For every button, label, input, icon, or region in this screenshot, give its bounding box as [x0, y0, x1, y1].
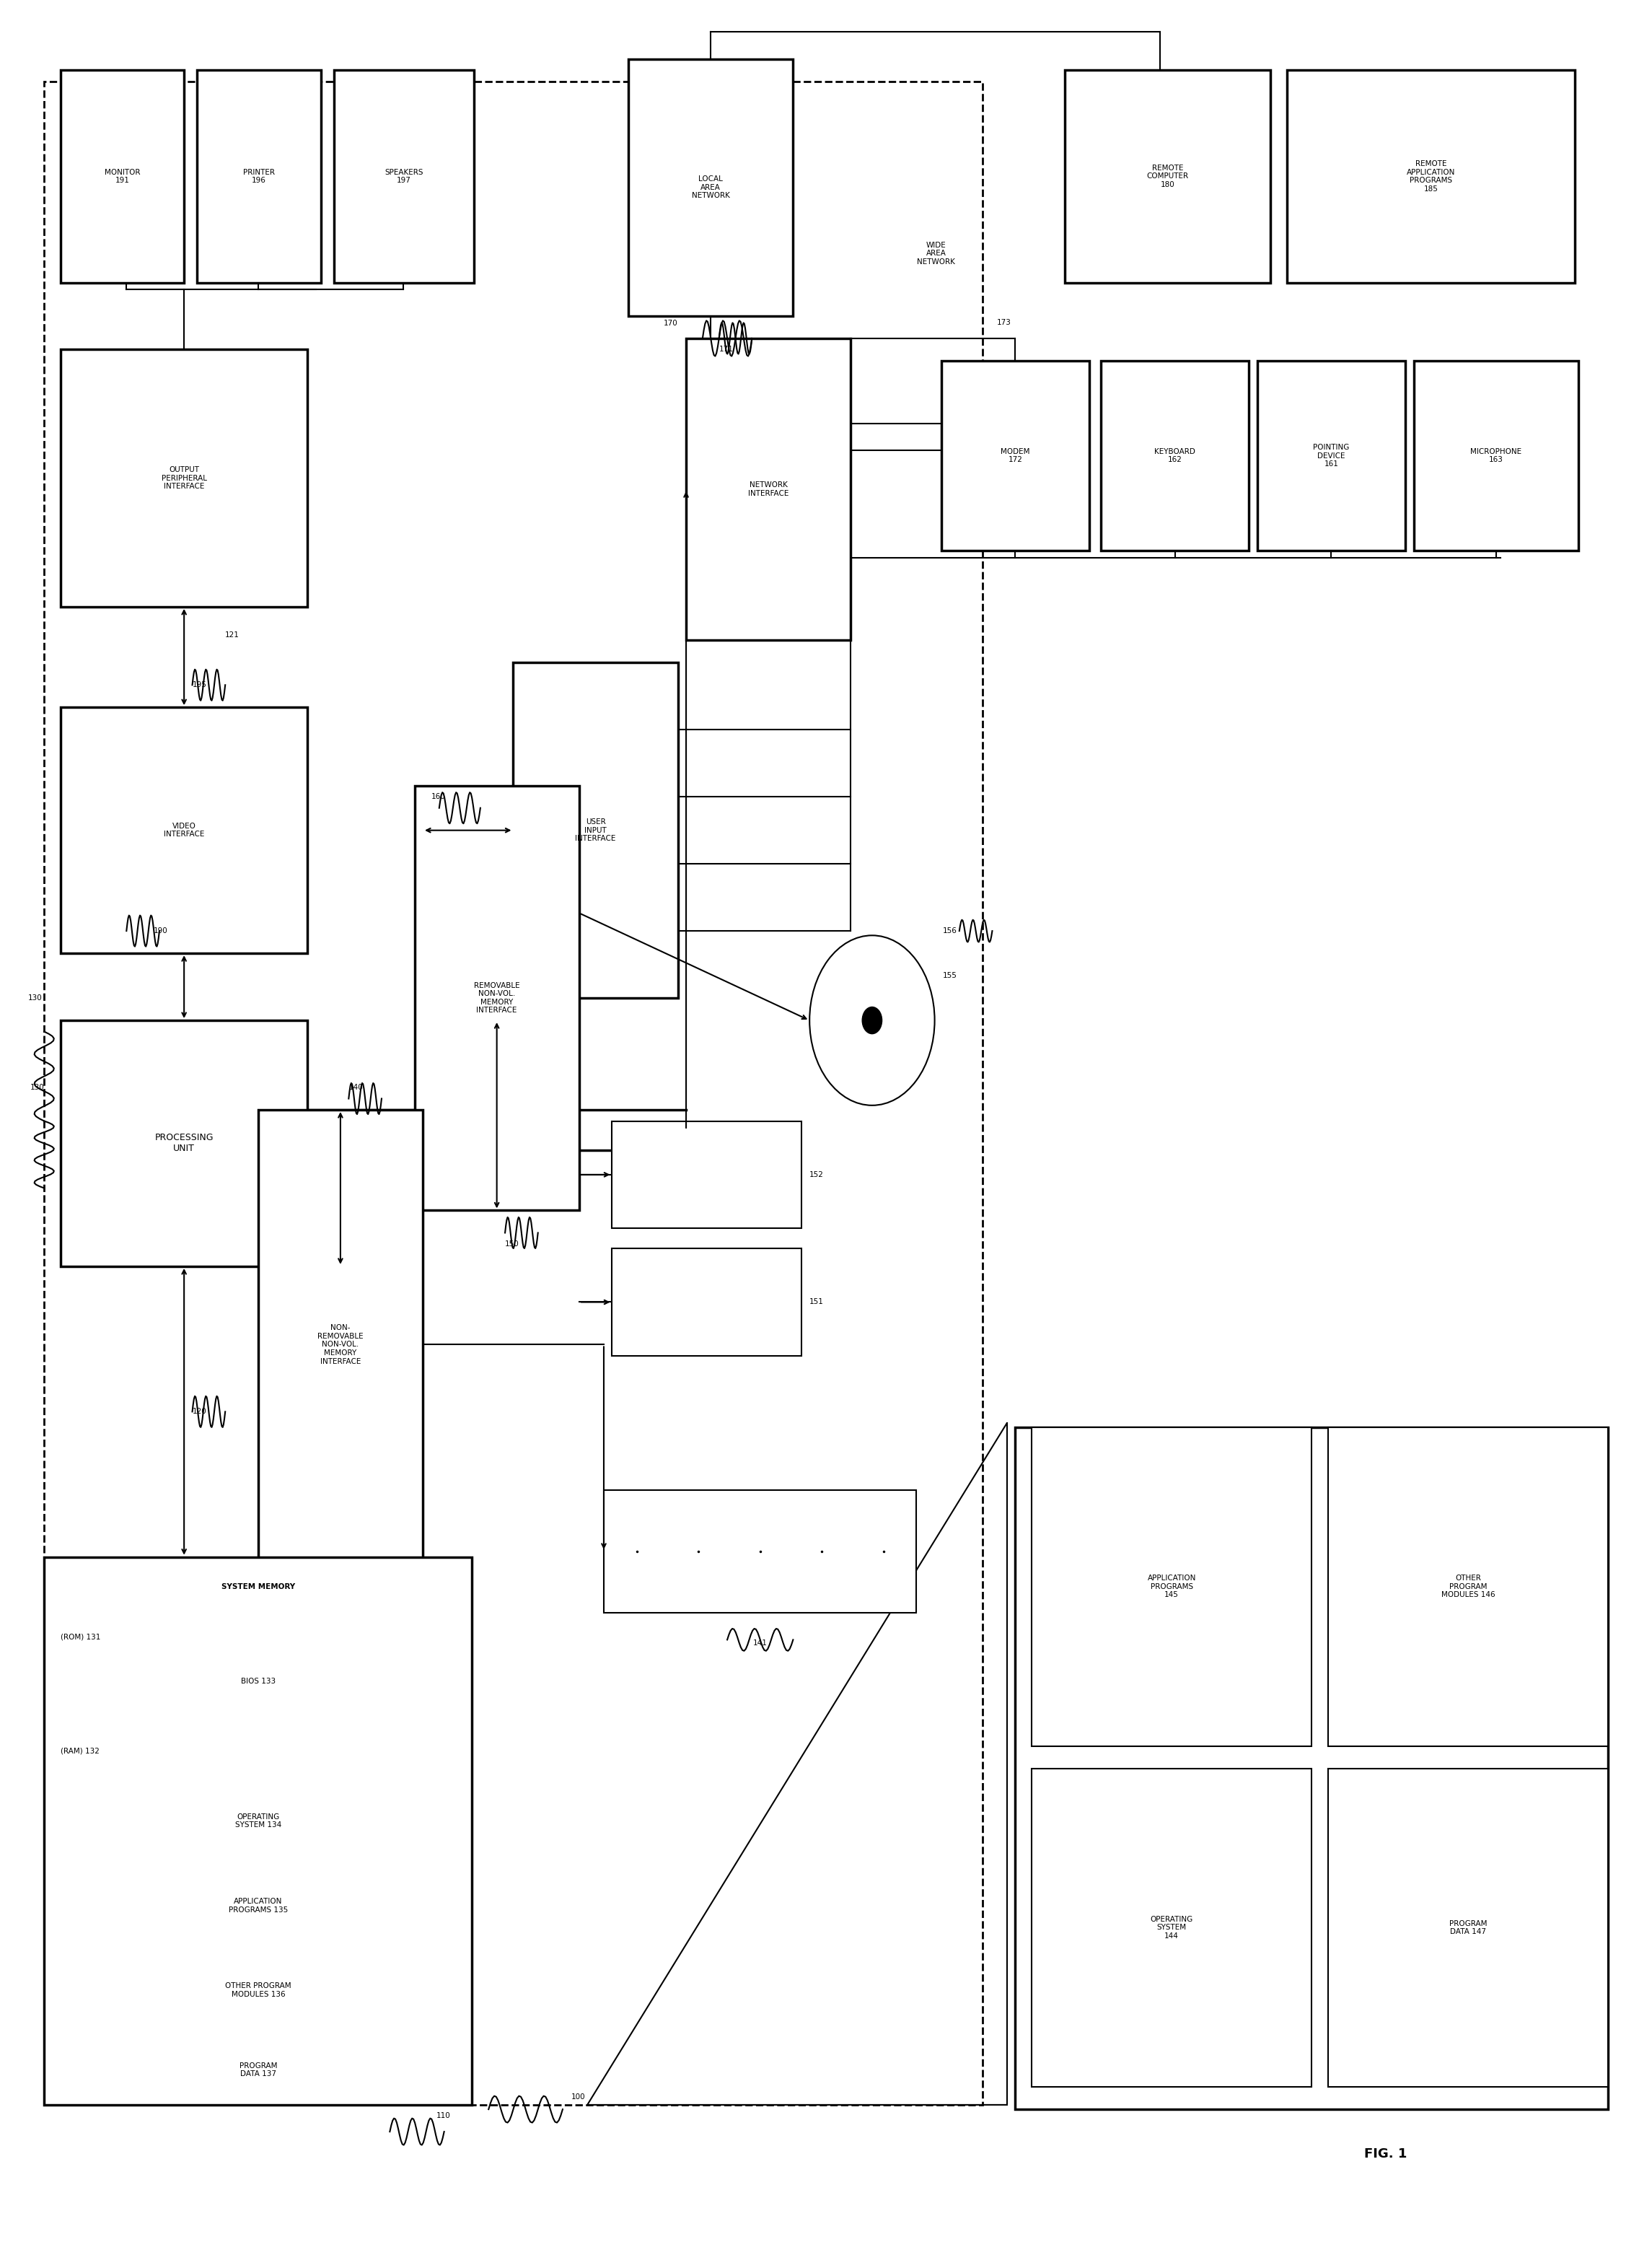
FancyBboxPatch shape: [611, 1121, 801, 1229]
FancyBboxPatch shape: [942, 361, 1089, 552]
Text: PROGRAM
DATA 137: PROGRAM DATA 137: [240, 2063, 278, 2078]
Text: VIDEO
INTERFACE: VIDEO INTERFACE: [164, 823, 205, 839]
Text: (ROM) 131: (ROM) 131: [61, 1632, 101, 1641]
Text: OPERATING
SYSTEM 134: OPERATING SYSTEM 134: [235, 1814, 281, 1829]
Text: 173: 173: [998, 318, 1011, 327]
FancyBboxPatch shape: [197, 70, 320, 282]
Text: SYSTEM MEMORY: SYSTEM MEMORY: [221, 1583, 296, 1590]
Text: 156: 156: [943, 928, 957, 935]
Text: PROCESSING
UNIT: PROCESSING UNIT: [155, 1132, 213, 1152]
Text: PRINTER
196: PRINTER 196: [243, 168, 274, 184]
Text: REMOVABLE
NON-VOL.
MEMORY
INTERFACE: REMOVABLE NON-VOL. MEMORY INTERFACE: [474, 982, 520, 1013]
Text: OPERATING
SYSTEM
144: OPERATING SYSTEM 144: [1150, 1915, 1193, 1939]
Text: 160: 160: [431, 794, 444, 800]
FancyBboxPatch shape: [61, 706, 307, 953]
Text: 120: 120: [192, 1408, 206, 1415]
FancyBboxPatch shape: [1414, 361, 1578, 552]
FancyBboxPatch shape: [1032, 1769, 1312, 2087]
FancyBboxPatch shape: [258, 1110, 423, 1578]
Text: SPEAKERS
197: SPEAKERS 197: [385, 168, 423, 184]
Text: (RAM) 132: (RAM) 132: [61, 1747, 99, 1755]
Text: 130: 130: [30, 1083, 45, 1092]
FancyBboxPatch shape: [61, 70, 183, 282]
Circle shape: [862, 1007, 882, 1034]
FancyBboxPatch shape: [1328, 1428, 1607, 1747]
Text: PROGRAM
DATA 147: PROGRAM DATA 147: [1449, 1919, 1487, 1935]
FancyBboxPatch shape: [1016, 1428, 1607, 2110]
Text: LOCAL
AREA
NETWORK: LOCAL AREA NETWORK: [692, 175, 730, 200]
Text: REMOTE
APPLICATION
PROGRAMS
185: REMOTE APPLICATION PROGRAMS 185: [1406, 159, 1455, 193]
Text: 140: 140: [349, 1083, 363, 1092]
Text: 110: 110: [436, 2112, 451, 2119]
FancyBboxPatch shape: [611, 1249, 801, 1356]
FancyBboxPatch shape: [603, 1491, 917, 1612]
FancyBboxPatch shape: [61, 1020, 307, 1267]
Text: 151: 151: [809, 1298, 824, 1305]
FancyBboxPatch shape: [514, 664, 677, 998]
Text: REMOTE
COMPUTER
180: REMOTE COMPUTER 180: [1146, 164, 1188, 188]
Text: USER
INPUT
INTERFACE: USER INPUT INTERFACE: [575, 818, 616, 843]
Text: FIG. 1: FIG. 1: [1365, 2148, 1408, 2161]
FancyBboxPatch shape: [61, 350, 307, 608]
Text: APPLICATION
PROGRAMS
145: APPLICATION PROGRAMS 145: [1148, 1574, 1196, 1599]
Text: 152: 152: [809, 1170, 824, 1179]
Text: 141: 141: [753, 1639, 767, 1648]
Text: 100: 100: [572, 2094, 585, 2101]
FancyBboxPatch shape: [1064, 70, 1270, 282]
FancyBboxPatch shape: [334, 70, 474, 282]
Text: NETWORK
INTERFACE: NETWORK INTERFACE: [748, 482, 788, 498]
Text: 150: 150: [506, 1240, 519, 1247]
Text: MICROPHONE
163: MICROPHONE 163: [1470, 448, 1521, 464]
FancyBboxPatch shape: [1100, 361, 1249, 552]
Text: MODEM
172: MODEM 172: [1001, 448, 1029, 464]
Text: OTHER
PROGRAM
MODULES 146: OTHER PROGRAM MODULES 146: [1441, 1574, 1495, 1599]
Text: OTHER PROGRAM
MODULES 136: OTHER PROGRAM MODULES 136: [225, 1982, 291, 1998]
Text: 171: 171: [719, 345, 733, 354]
Text: 170: 170: [664, 321, 677, 327]
Text: OUTPUT
PERIPHERAL
INTERFACE: OUTPUT PERIPHERAL INTERFACE: [162, 466, 206, 491]
FancyBboxPatch shape: [415, 785, 580, 1211]
Text: 155: 155: [943, 973, 957, 980]
FancyBboxPatch shape: [1328, 1769, 1607, 2087]
Text: POINTING
DEVICE
161: POINTING DEVICE 161: [1313, 444, 1350, 469]
Text: MONITOR
191: MONITOR 191: [104, 168, 140, 184]
Text: 190: 190: [154, 928, 167, 935]
Text: BIOS 133: BIOS 133: [241, 1677, 276, 1686]
FancyBboxPatch shape: [1287, 70, 1574, 282]
FancyBboxPatch shape: [45, 1556, 472, 2105]
Text: WIDE
AREA
NETWORK: WIDE AREA NETWORK: [917, 242, 955, 265]
FancyBboxPatch shape: [1032, 1428, 1312, 1747]
Text: 130: 130: [28, 995, 43, 1002]
Text: 195: 195: [192, 682, 206, 688]
Text: NON-
REMOVABLE
NON-VOL.
MEMORY
INTERFACE: NON- REMOVABLE NON-VOL. MEMORY INTERFACE: [317, 1325, 363, 1365]
Text: APPLICATION
PROGRAMS 135: APPLICATION PROGRAMS 135: [228, 1897, 287, 1912]
FancyBboxPatch shape: [628, 58, 793, 316]
Text: 121: 121: [225, 630, 240, 639]
FancyBboxPatch shape: [686, 339, 851, 641]
Text: KEYBOARD
162: KEYBOARD 162: [1155, 448, 1196, 464]
FancyBboxPatch shape: [1257, 361, 1406, 552]
